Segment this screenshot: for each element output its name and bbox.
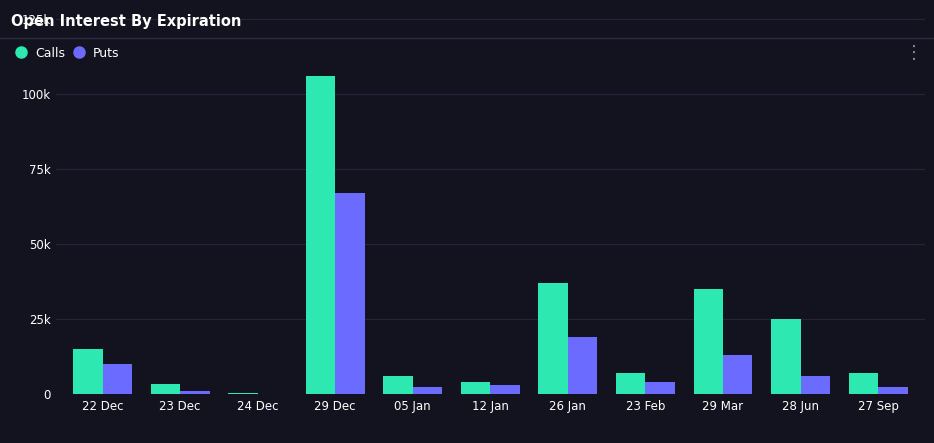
Bar: [800, 376, 830, 394]
Bar: [383, 376, 413, 394]
Bar: [771, 319, 800, 394]
Bar: [849, 373, 878, 394]
Bar: [694, 289, 723, 394]
Bar: [878, 387, 908, 394]
Bar: [335, 193, 364, 394]
Bar: [490, 385, 520, 394]
Legend: Calls, Puts: Calls, Puts: [18, 47, 119, 59]
Bar: [228, 393, 258, 394]
Bar: [723, 355, 753, 394]
Bar: [305, 76, 335, 394]
Bar: [150, 384, 180, 394]
Bar: [413, 387, 443, 394]
Bar: [645, 382, 675, 394]
Bar: [73, 349, 103, 394]
Text: ⋮: ⋮: [905, 44, 923, 62]
Bar: [538, 284, 568, 394]
Bar: [568, 337, 598, 394]
Bar: [180, 391, 209, 394]
Bar: [460, 382, 490, 394]
Bar: [103, 364, 132, 394]
Bar: [616, 373, 645, 394]
Text: Open Interest By Expiration: Open Interest By Expiration: [11, 14, 242, 28]
